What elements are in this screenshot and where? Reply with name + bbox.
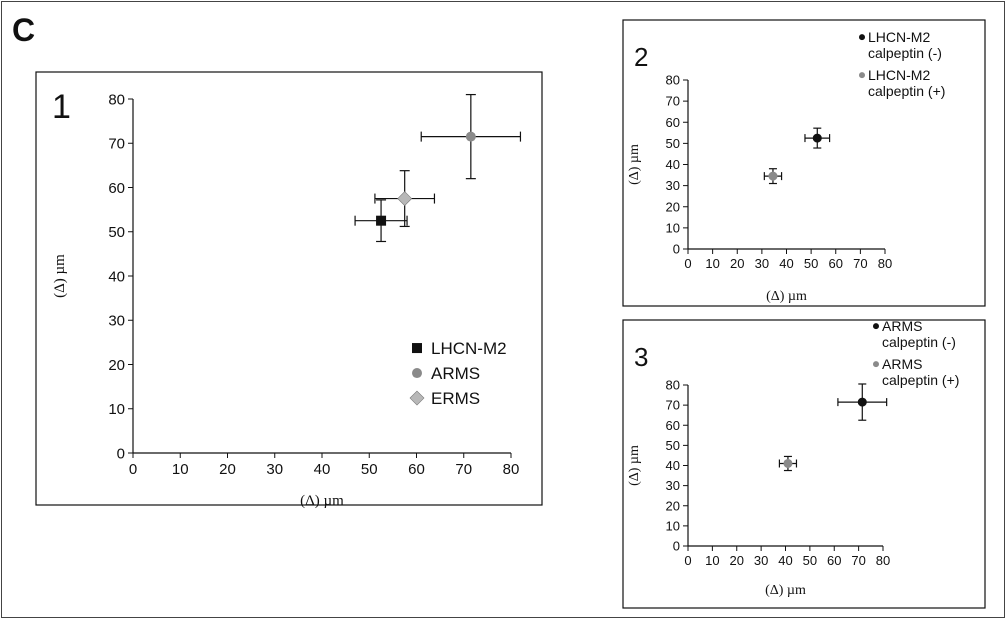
y-tick-label: 50 (108, 224, 125, 241)
x-tick-label: 20 (730, 256, 744, 271)
legend-label: ARMS calpeptin (-) (882, 318, 956, 350)
x-tick-label: 20 (219, 461, 236, 478)
y-tick-label: 10 (666, 220, 680, 235)
x-tick-label: 10 (705, 256, 719, 271)
panel-border (35, 71, 543, 506)
y-axis-label: (Δ) µm (627, 445, 642, 486)
y-tick-label: 80 (666, 73, 680, 88)
y-tick-label: 40 (666, 157, 680, 172)
y-tick-label: 10 (108, 401, 125, 418)
data-point (857, 397, 867, 407)
x-tick-label: 30 (266, 461, 283, 478)
y-tick-label: 10 (666, 518, 680, 533)
legend-marker (859, 72, 865, 79)
x-tick-label: 20 (730, 553, 744, 568)
panel-number: 1 (52, 88, 71, 126)
x-axis-label: (Δ) µm (765, 583, 806, 598)
x-tick-label: 30 (754, 553, 768, 568)
y-tick-label: 30 (666, 178, 680, 193)
legend-marker (412, 368, 422, 379)
x-tick-label: 70 (455, 461, 472, 478)
y-tick-label: 60 (666, 115, 680, 130)
data-point (465, 131, 476, 142)
legend-label: ARMS (431, 364, 480, 383)
y-tick-label: 70 (666, 398, 680, 413)
legend-label: ARMS calpeptin (+) (882, 356, 959, 388)
y-tick-label: 0 (117, 445, 125, 462)
x-tick-label: 50 (361, 461, 378, 478)
x-tick-label: 40 (778, 553, 792, 568)
legend-marker (873, 323, 879, 330)
y-tick-label: 70 (108, 136, 125, 153)
legend-label: ERMS (431, 389, 480, 408)
panel-number: 3 (634, 342, 648, 372)
data-point (783, 458, 793, 468)
y-tick-label: 30 (108, 313, 125, 330)
y-axis-label: (Δ) µm (627, 144, 642, 185)
x-tick-label: 50 (803, 553, 817, 568)
x-tick-label: 40 (779, 256, 793, 271)
x-tick-label: 40 (314, 461, 331, 478)
legend-label: LHCN-M2 (431, 339, 507, 358)
y-tick-label: 40 (108, 268, 125, 285)
panel-border (622, 19, 986, 307)
y-tick-label: 30 (666, 478, 680, 493)
x-tick-label: 0 (684, 553, 691, 568)
x-tick-label: 30 (755, 256, 769, 271)
y-tick-label: 0 (673, 242, 680, 257)
legend-marker (412, 343, 422, 354)
x-tick-label: 80 (878, 256, 892, 271)
y-tick-label: 50 (666, 438, 680, 453)
data-point (397, 191, 413, 206)
x-tick-label: 60 (829, 256, 843, 271)
legend-marker (873, 361, 879, 368)
data-point (812, 133, 822, 143)
y-tick-label: 70 (666, 94, 680, 109)
y-tick-label: 60 (108, 180, 125, 197)
y-tick-label: 0 (673, 539, 680, 554)
x-axis-label: (Δ) µm (766, 289, 807, 304)
y-tick-label: 80 (666, 378, 680, 393)
x-tick-label: 70 (853, 256, 867, 271)
x-tick-label: 10 (705, 553, 719, 568)
y-axis-label: (Δ) µm (52, 254, 68, 298)
x-tick-label: 80 (876, 553, 890, 568)
y-tick-label: 20 (666, 199, 680, 214)
legend-label: LHCN-M2 calpeptin (-) (868, 29, 942, 61)
y-tick-label: 20 (666, 498, 680, 513)
panel-number: 2 (634, 42, 648, 72)
legend-marker (409, 390, 425, 406)
panel-letter: C (12, 12, 36, 48)
panel-border (622, 319, 986, 609)
x-tick-label: 0 (129, 461, 137, 478)
x-tick-label: 60 (827, 553, 841, 568)
y-tick-label: 80 (108, 91, 125, 108)
x-tick-label: 80 (503, 461, 520, 478)
y-tick-label: 20 (108, 357, 125, 374)
legend-label: LHCN-M2 calpeptin (+) (868, 67, 945, 99)
x-tick-label: 60 (408, 461, 425, 478)
data-point (376, 215, 387, 226)
x-tick-label: 0 (684, 256, 691, 271)
y-tick-label: 40 (666, 458, 680, 473)
x-axis-label: (Δ) µm (300, 493, 344, 509)
x-tick-label: 10 (172, 461, 189, 478)
x-tick-label: 70 (851, 553, 865, 568)
x-tick-label: 50 (804, 256, 818, 271)
data-point (768, 171, 778, 181)
y-tick-label: 60 (666, 418, 680, 433)
y-tick-label: 50 (666, 136, 680, 151)
legend-marker (859, 34, 865, 41)
